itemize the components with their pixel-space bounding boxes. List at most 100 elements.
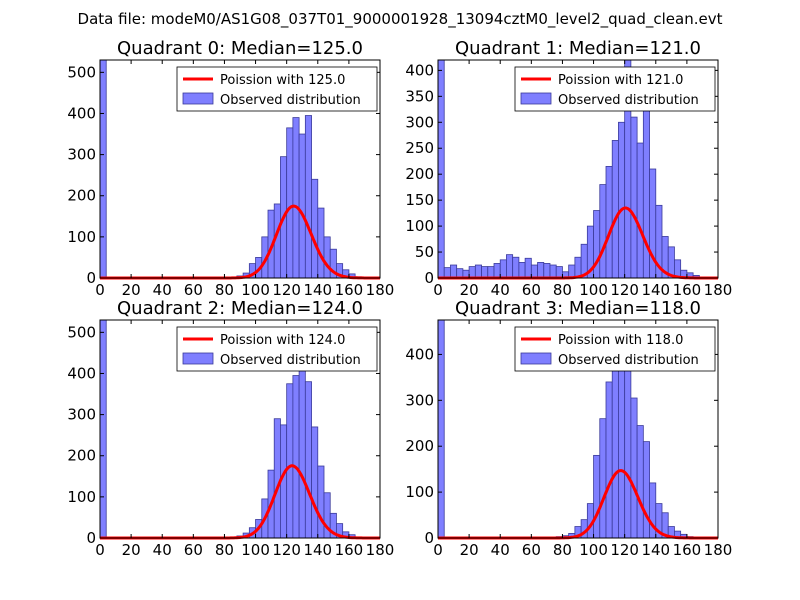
y-tick-label-1-4: 200 (405, 165, 434, 183)
legend-box-1 (514, 66, 716, 112)
hist-bar-2-7 (273, 418, 281, 539)
y-tick-label-3-2: 200 (405, 437, 434, 455)
hist-bar-0-12 (304, 115, 312, 279)
y-tick-label-1-8: 400 (405, 61, 434, 79)
hist-bar-3-13 (630, 397, 638, 539)
hist-bar-3-11 (618, 344, 626, 539)
x-tick-label-1-0: 0 (433, 281, 443, 299)
y-tick-label-3-4: 400 (405, 345, 434, 363)
hist-bar-1-17 (543, 263, 551, 279)
x-tick-label-3-8: 160 (673, 541, 702, 559)
hist-bar-2-0 (99, 319, 107, 539)
hist-bar-1-5 (468, 266, 476, 279)
x-tick-label-0-7: 140 (303, 281, 332, 299)
y-tick-label-1-3: 150 (405, 191, 434, 209)
y-tick-label-2-1: 100 (67, 488, 96, 506)
hist-bar-2-13 (311, 426, 319, 539)
axes-frame-2 (99, 319, 381, 539)
hist-bar-3-12 (624, 360, 632, 539)
x-tick-label-1-3: 60 (522, 281, 541, 299)
hist-bar-3-0 (437, 319, 445, 539)
x-tick-label-2-5: 100 (241, 541, 270, 559)
x-tick-label-1-4: 80 (553, 281, 572, 299)
x-tick-label-2-0: 0 (95, 541, 105, 559)
hist-bar-0-13 (311, 178, 319, 279)
y-tick-label-3-0: 0 (424, 529, 434, 547)
hist-bar-2-12 (304, 381, 312, 539)
axes-frame-3 (437, 319, 719, 539)
y-tick-label-3-3: 300 (405, 391, 434, 409)
x-tick-label-0-8: 160 (335, 281, 364, 299)
y-tick-label-1-7: 350 (405, 87, 434, 105)
hist-bar-2-10 (292, 375, 300, 539)
hist-bar-1-11 (506, 254, 514, 279)
histogram-bars-3 (437, 319, 694, 539)
legend-label-poisson-2: Poission with 124.0 (220, 333, 345, 348)
y-tick-label-2-4: 400 (67, 364, 96, 382)
x-tick-label-2-1: 20 (122, 541, 141, 559)
legend-bar-swatch-1 (520, 92, 552, 105)
hist-bar-1-16 (537, 262, 545, 279)
hist-bar-1-19 (555, 266, 563, 279)
x-tick-label-2-8: 160 (335, 541, 364, 559)
x-tick-label-1-6: 120 (610, 281, 639, 299)
legend-bar-swatch-3 (520, 352, 552, 365)
axes-frame-1 (437, 59, 719, 279)
hist-bar-0-9 (286, 127, 294, 279)
hist-bar-0-15 (323, 236, 331, 279)
y-tick-label-0-0: 0 (86, 269, 96, 287)
hist-bar-1-0 (437, 59, 445, 279)
x-tick-label-2-7: 140 (303, 541, 332, 559)
hist-bar-0-14 (317, 207, 325, 279)
hist-bar-1-6 (474, 264, 482, 279)
y-tick-label-1-1: 50 (415, 243, 434, 261)
legend-label-observed-2: Observed distribution (220, 353, 361, 368)
quadrant-1-panel: Quadrant 1: Median=121.0 0 20 40 60 80 100 120… (405, 38, 732, 299)
legend-bar-swatch-2 (182, 352, 214, 365)
hist-bar-2-9 (286, 383, 294, 539)
y-tick-label-3-1: 100 (405, 483, 434, 501)
x-tick-label-1-9: 180 (704, 281, 733, 299)
x-tick-label-0-9: 180 (366, 281, 395, 299)
legend-2: Poission with 124.0 Observed distributio… (176, 326, 378, 372)
hist-bar-1-31 (630, 116, 638, 279)
x-tick-label-3-7: 140 (641, 541, 670, 559)
x-tick-label-1-7: 140 (641, 281, 670, 299)
hist-bar-1-2 (450, 264, 458, 279)
y-tick-label-2-3: 300 (67, 406, 96, 424)
hist-bar-1-26 (599, 184, 607, 279)
hist-bar-3-14 (636, 425, 644, 539)
x-tick-label-0-6: 120 (272, 281, 301, 299)
legend-3: Poission with 118.0 Observed distributio… (514, 326, 716, 372)
hist-bar-1-13 (518, 262, 526, 279)
hist-bar-3-15 (642, 441, 650, 539)
x-tick-label-0-3: 60 (184, 281, 203, 299)
y-tick-label-2-5: 500 (67, 323, 96, 341)
y-tick-label-2-2: 200 (67, 447, 96, 465)
y-tick-label-0-4: 400 (67, 104, 96, 122)
legend-label-poisson-1: Poission with 121.0 (558, 73, 683, 88)
x-tick-label-2-4: 80 (215, 541, 234, 559)
panel-title-1: Quadrant 1: Median=121.0 (455, 38, 701, 59)
y-tick-label-2-0: 0 (86, 529, 96, 547)
x-tick-label-3-1: 20 (460, 541, 479, 559)
x-tick-label-0-4: 80 (215, 281, 234, 299)
y-tick-label-1-0: 0 (424, 269, 434, 287)
x-tick-label-3-5: 100 (579, 541, 608, 559)
quadrant-3-panel: Quadrant 3: Median=118.0 0 20 40 60 80 100 120… (405, 298, 732, 559)
hist-bar-3-10 (611, 365, 619, 539)
y-tick-label-0-2: 200 (67, 187, 96, 205)
x-tick-label-0-0: 0 (95, 281, 105, 299)
x-tick-label-0-2: 40 (153, 281, 172, 299)
hist-bar-1-12 (512, 256, 520, 279)
x-tick-label-3-0: 0 (433, 541, 443, 559)
x-tick-label-0-1: 20 (122, 281, 141, 299)
hist-bar-1-14 (524, 257, 532, 279)
x-tick-label-2-3: 60 (184, 541, 203, 559)
x-tick-label-3-9: 180 (704, 541, 733, 559)
panel-title-0: Quadrant 0: Median=125.0 (117, 38, 363, 59)
hist-bar-2-11 (298, 368, 306, 539)
hist-bar-1-9 (493, 263, 501, 279)
